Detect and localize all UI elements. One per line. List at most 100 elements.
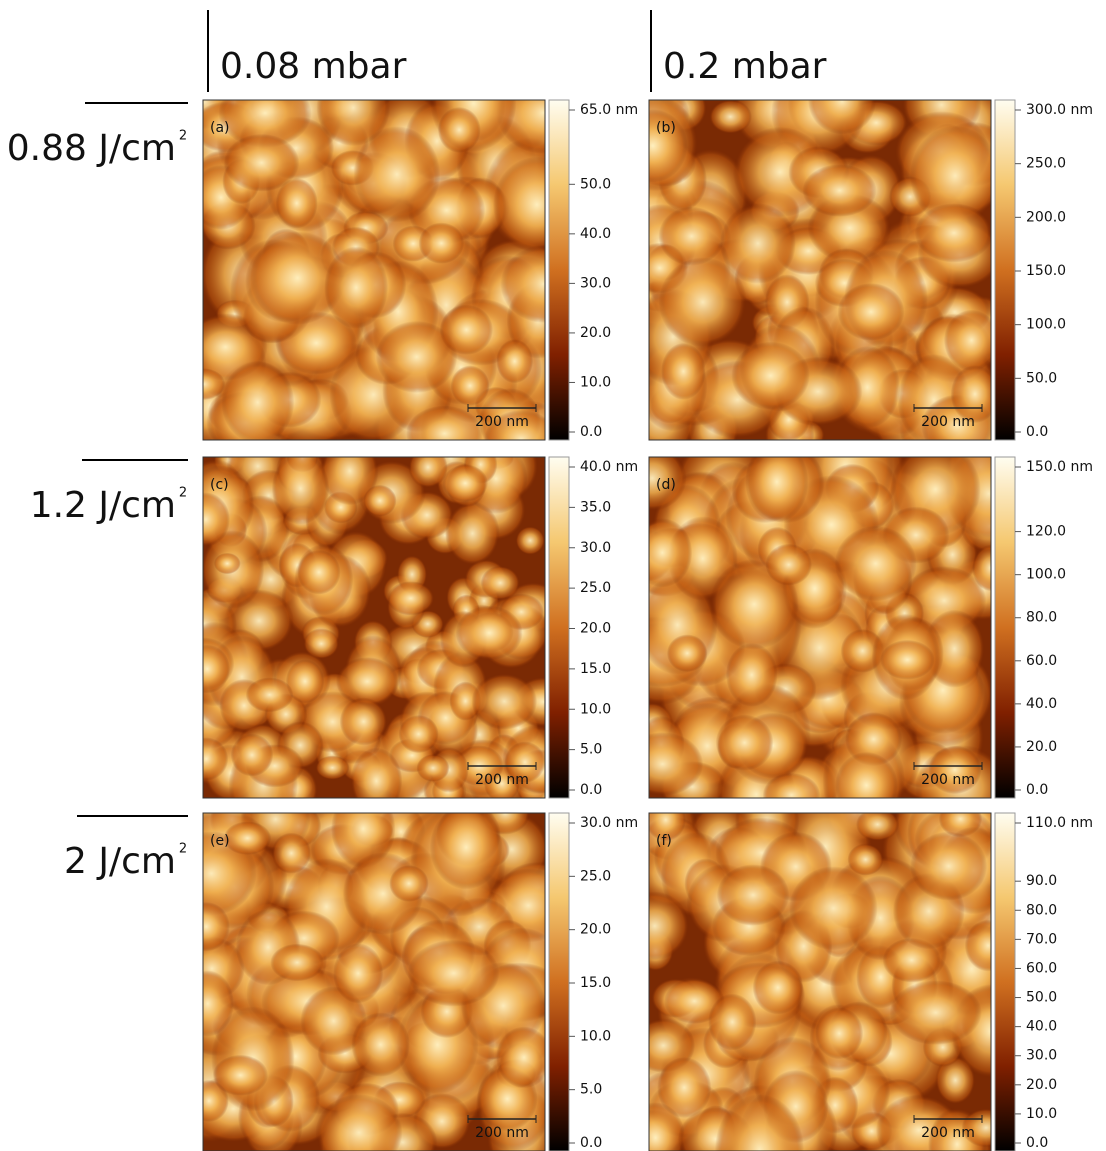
grain <box>808 100 877 135</box>
colorbar <box>994 812 1016 1151</box>
colorbar-tick-label: 300.0 nm <box>1026 102 1093 118</box>
grain <box>303 628 340 660</box>
scale-bar-label: 200 nm <box>475 772 529 788</box>
colorbar-tick-label: 100.0 <box>1026 317 1066 333</box>
scale-bar-label: 200 nm <box>475 1125 529 1141</box>
grain <box>339 697 388 746</box>
grain <box>271 832 311 874</box>
grain <box>802 164 877 217</box>
grain <box>715 714 774 771</box>
grain <box>480 565 520 601</box>
grain <box>880 639 935 680</box>
afm-image <box>203 100 545 440</box>
colorbar-tick-label: 40.0 nm <box>580 459 638 475</box>
grain <box>725 642 778 707</box>
grain <box>709 100 752 134</box>
grain <box>910 831 988 901</box>
grain <box>928 745 982 795</box>
scale-bar-label: 200 nm <box>921 772 975 788</box>
grain <box>450 365 490 406</box>
grain <box>387 581 435 616</box>
afm-image <box>203 457 545 798</box>
grain <box>484 410 545 440</box>
grain <box>203 644 231 694</box>
grain <box>714 1094 805 1151</box>
colorbar-tick-label: 30.0 <box>580 275 611 291</box>
image-frame <box>648 99 992 441</box>
image-frame <box>648 456 992 799</box>
grain <box>418 222 465 264</box>
colorbar <box>994 456 1016 799</box>
grain <box>504 741 545 783</box>
grain <box>496 1026 545 1089</box>
colorbar-tick-label: 40.0 <box>580 226 611 242</box>
colorbar-tick-label: 25.0 <box>580 868 611 884</box>
colorbar-tick-label: 0.0 <box>1026 1135 1048 1151</box>
grain <box>429 813 503 890</box>
grain <box>230 733 274 777</box>
grain <box>416 754 450 782</box>
grain <box>835 751 898 798</box>
grain <box>649 891 690 961</box>
panel-label: (c) <box>210 477 229 493</box>
colorbar <box>994 99 1016 441</box>
grain <box>335 657 399 706</box>
grain <box>408 457 448 489</box>
grain <box>218 100 312 148</box>
grain <box>935 1055 976 1105</box>
grain <box>300 986 367 1056</box>
grain <box>203 492 230 547</box>
colorbar-tick-label: 50.0 <box>1026 990 1057 1006</box>
colorbar-tick-label: 20.0 <box>580 621 611 637</box>
grain <box>789 866 878 951</box>
scale-bar-label: 200 nm <box>475 414 529 430</box>
grain <box>449 681 482 721</box>
grain <box>445 501 500 566</box>
grain <box>439 304 494 355</box>
image-frame <box>202 99 546 441</box>
panel-label: (f) <box>656 833 672 849</box>
grain <box>493 156 545 253</box>
colorbar-tick-label: 50.0 <box>580 176 611 192</box>
grain <box>223 821 272 855</box>
colorbar-tick-label: 0.0 <box>1026 424 1048 440</box>
colorbar-tick-label: 60.0 <box>1026 960 1057 976</box>
grain <box>649 457 687 511</box>
grain <box>666 634 708 673</box>
colorbar-tick-label: 150.0 nm <box>1026 459 1093 475</box>
colorbar-tick-label: 40.0 <box>1026 696 1057 712</box>
column-label: 0.08 mbar <box>220 46 407 87</box>
afm-image <box>649 457 991 798</box>
afm-image <box>203 813 545 1151</box>
row-label: 2 J/cm <box>64 841 176 882</box>
grain <box>351 1012 410 1077</box>
row-label-text: 0.88 J/cm <box>7 128 176 169</box>
image-frame <box>202 812 546 1151</box>
colorbar-tick-label: 80.0 <box>1026 610 1057 626</box>
grain <box>315 755 350 780</box>
colorbar-tick-label: 40.0 <box>1026 1019 1057 1035</box>
colorbar-tick-label: 110.0 nm <box>1026 815 1093 831</box>
colorbar-tick-label: 30.0 nm <box>580 815 638 831</box>
grain <box>203 901 230 952</box>
colorbar <box>548 456 570 799</box>
row-label-exponent: 2 <box>179 486 187 501</box>
colorbar <box>548 99 570 441</box>
grain <box>203 737 229 781</box>
column-label: 0.2 mbar <box>663 46 827 87</box>
colorbar-tick-label: 90.0 <box>1026 873 1057 889</box>
grain <box>649 813 686 842</box>
grain <box>442 464 488 502</box>
row-label-text: 1.2 J/cm <box>30 485 176 526</box>
grain <box>363 484 397 517</box>
colorbar-tick-label: 15.0 <box>580 661 611 677</box>
colorbar-tick-label: 15.0 <box>580 975 611 991</box>
grain <box>221 360 295 440</box>
colorbar-tick-label: 20.0 <box>580 325 611 341</box>
colorbar-tick-label: 35.0 <box>580 499 611 515</box>
colorbar-tick-label: 30.0 <box>580 540 611 556</box>
grain <box>297 549 341 595</box>
grain <box>333 943 384 1004</box>
colorbar-tick-label: 150.0 <box>1026 263 1066 279</box>
image-frame <box>648 812 992 1151</box>
